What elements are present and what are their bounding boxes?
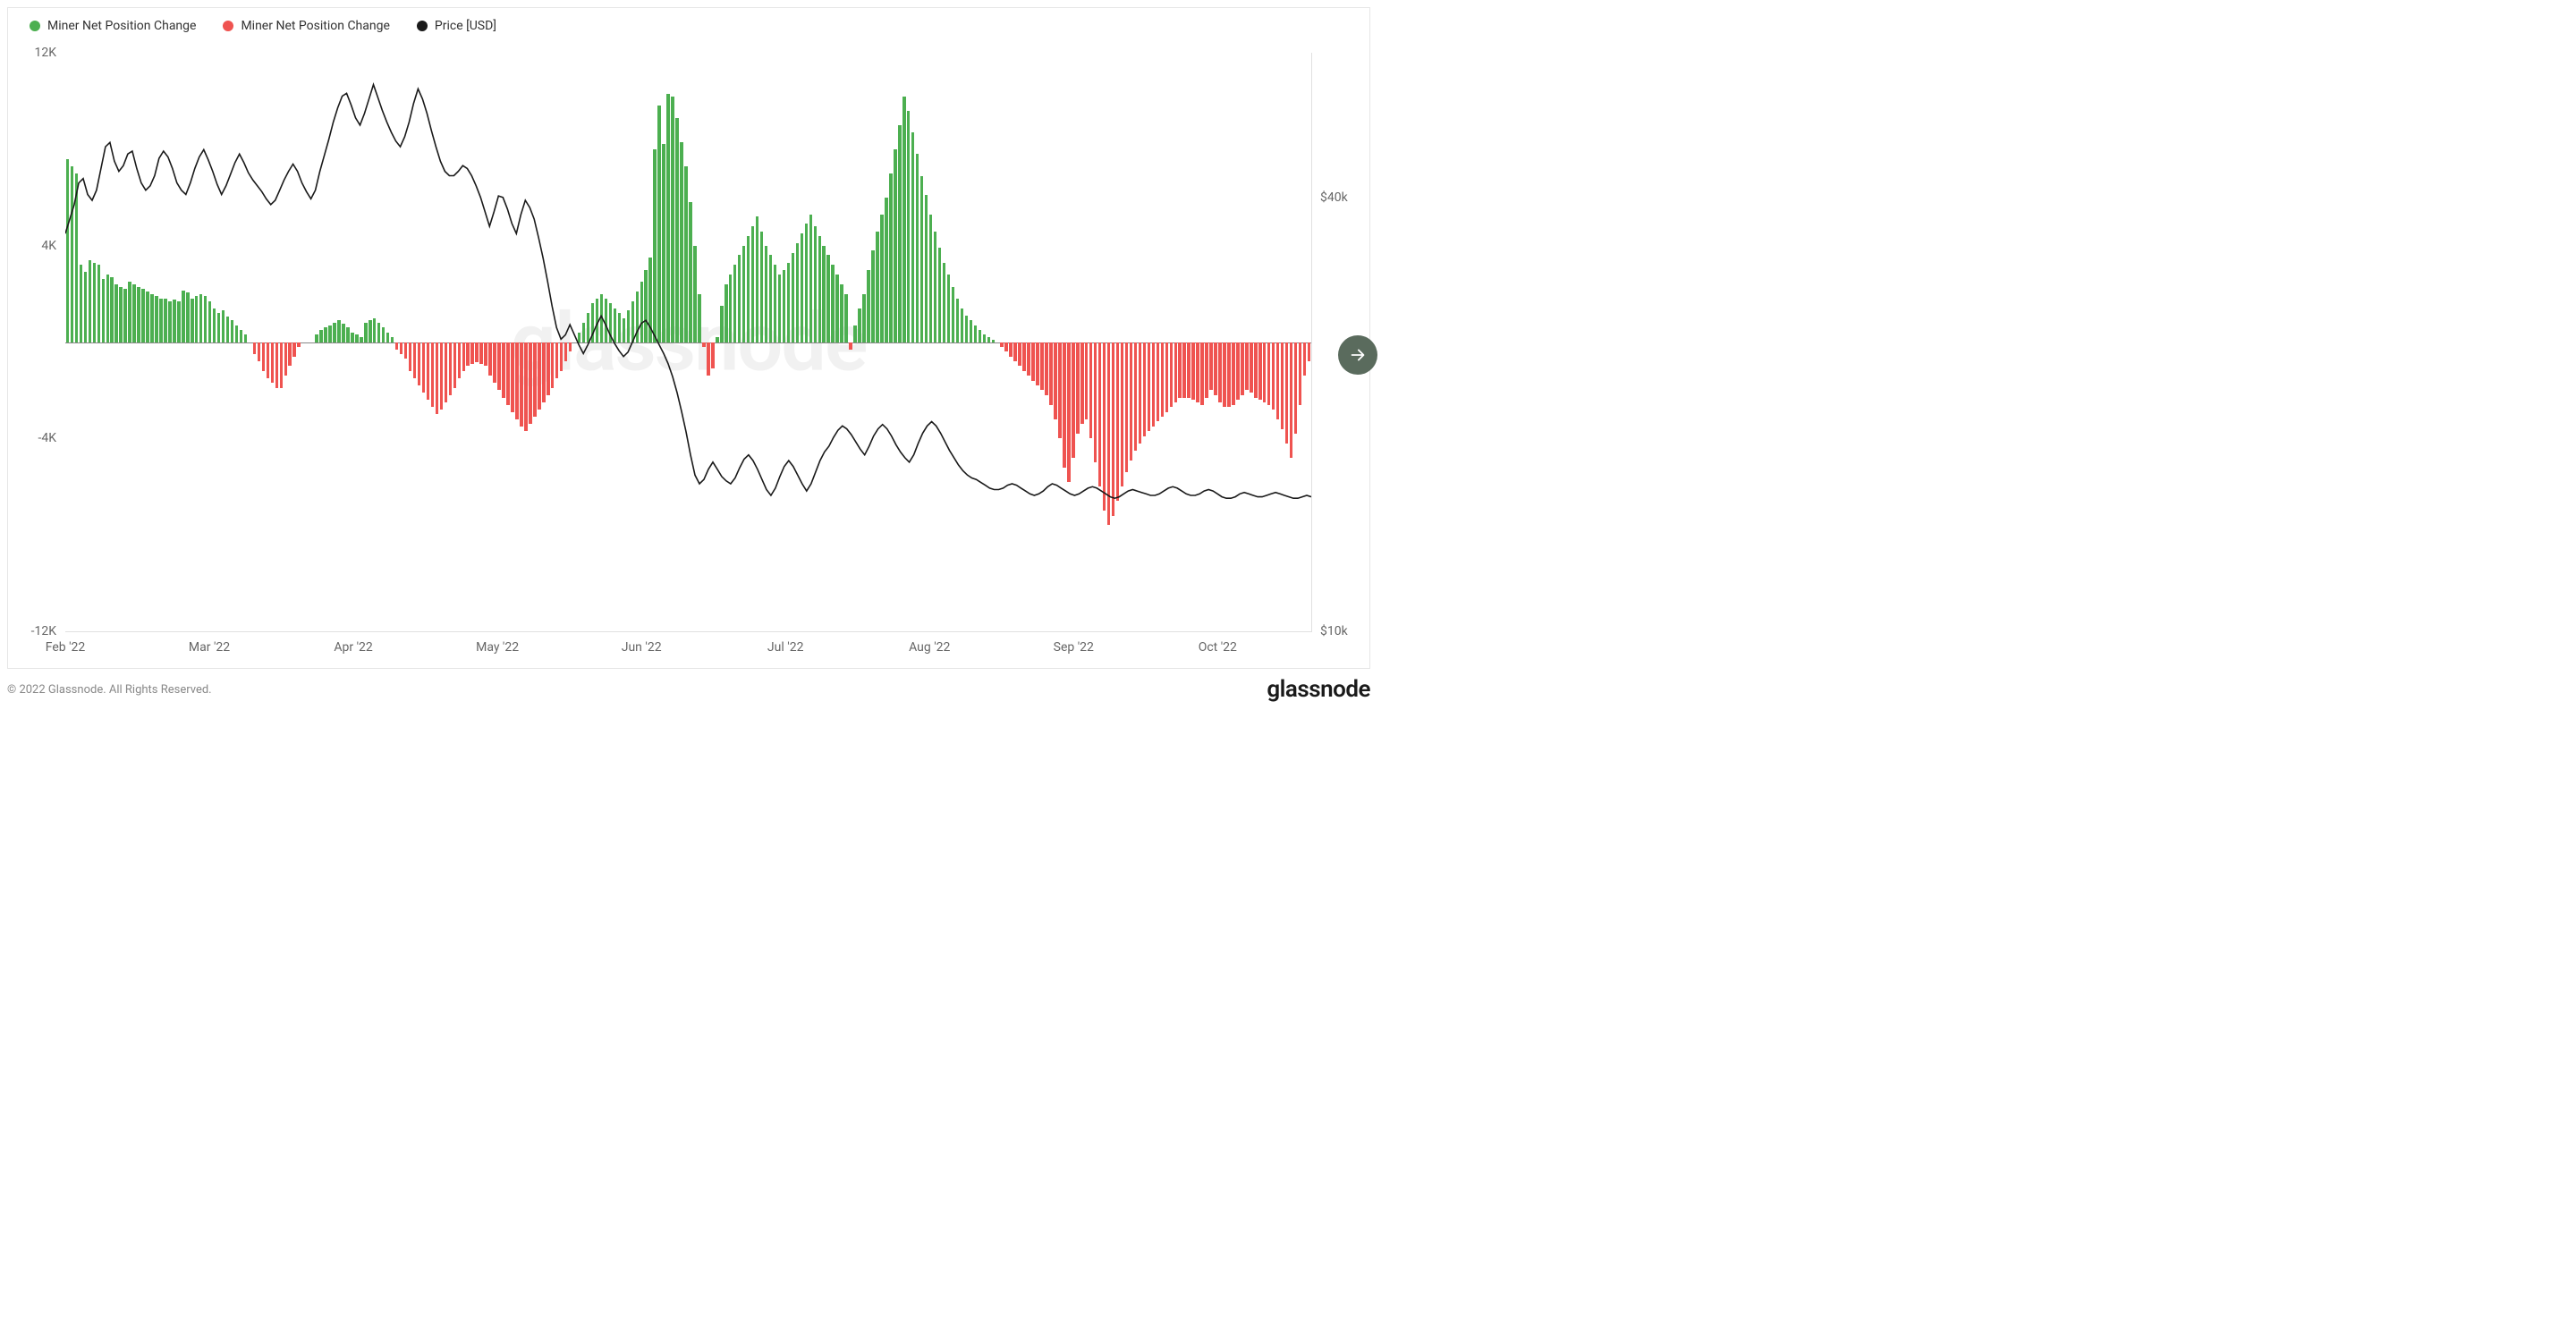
legend-label-positive: Miner Net Position Change: [47, 19, 196, 33]
legend-item-positive: Miner Net Position Change: [30, 19, 196, 33]
y-left-tick: 4K: [41, 239, 65, 253]
x-tick: Feb '22: [46, 631, 86, 655]
legend-label-negative: Miner Net Position Change: [241, 19, 389, 33]
y-left-tick: 12K: [34, 46, 65, 60]
plot-area: glassnode 12K4K-4K-12K$40k$10kFeb '22Mar…: [65, 53, 1312, 632]
x-tick: Aug '22: [909, 631, 950, 655]
legend: Miner Net Position Change Miner Net Posi…: [30, 19, 496, 33]
chart-container: Miner Net Position Change Miner Net Posi…: [7, 7, 1370, 669]
x-tick: Jun '22: [622, 631, 662, 655]
footer: © 2022 Glassnode. All Rights Reserved. g…: [7, 676, 1370, 703]
x-tick: Mar '22: [189, 631, 230, 655]
brand-logo: glassnode: [1267, 676, 1370, 703]
legend-item-negative: Miner Net Position Change: [223, 19, 389, 33]
arrow-right-icon: [1348, 345, 1368, 365]
x-tick: Apr '22: [334, 631, 372, 655]
price-line: [65, 53, 1311, 631]
legend-dot-positive: [30, 21, 40, 31]
y-left-tick: -4K: [38, 431, 65, 445]
y-right-tick: $10k: [1311, 624, 1348, 638]
x-tick: Sep '22: [1054, 631, 1094, 655]
legend-item-price: Price [USD]: [417, 19, 496, 33]
legend-dot-negative: [223, 21, 233, 31]
copyright-text: © 2022 Glassnode. All Rights Reserved.: [7, 683, 212, 697]
x-tick: Oct '22: [1199, 631, 1237, 655]
legend-dot-price: [417, 21, 428, 31]
y-right-tick: $40k: [1311, 190, 1348, 205]
price-path: [65, 85, 1311, 499]
x-tick: Jul '22: [767, 631, 804, 655]
next-arrow-button[interactable]: [1338, 335, 1377, 375]
x-tick: May '22: [476, 631, 519, 655]
legend-label-price: Price [USD]: [435, 19, 496, 33]
